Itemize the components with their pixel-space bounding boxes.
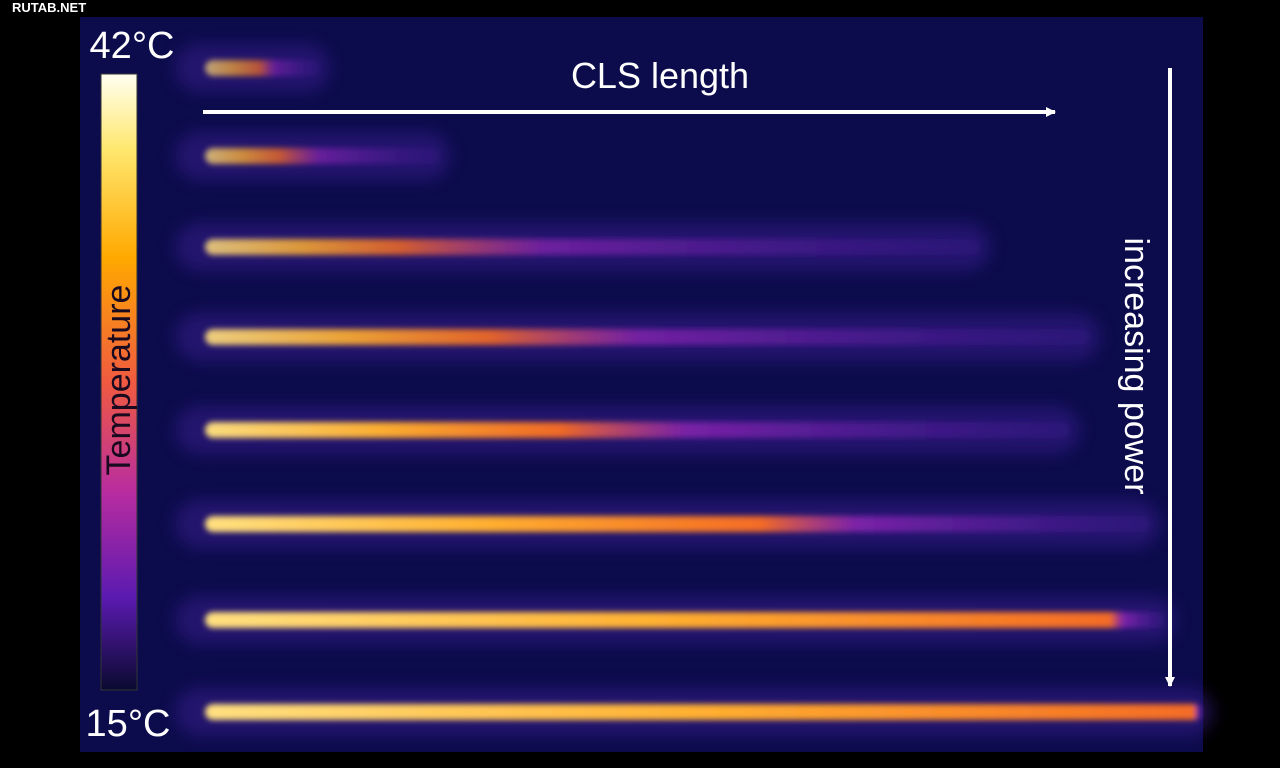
heat-streak bbox=[205, 704, 1203, 720]
colorbar bbox=[100, 73, 138, 691]
heat-streak bbox=[205, 239, 980, 255]
heat-streak bbox=[205, 329, 1090, 345]
heat-streak bbox=[205, 612, 1165, 628]
heat-streak bbox=[205, 422, 1070, 438]
y-arrow-label: increasing power bbox=[1117, 237, 1155, 494]
colorbar-min: 15°C bbox=[86, 703, 171, 745]
colorbar-title: Temperature bbox=[100, 285, 138, 476]
heat-streak bbox=[205, 516, 1150, 532]
heat-streak bbox=[205, 148, 440, 164]
heat-streaks bbox=[175, 44, 1213, 736]
watermark: RUTAB.NET bbox=[12, 0, 86, 15]
x-arrow-label: CLS length bbox=[571, 55, 749, 96]
colorbar-max: 42°C bbox=[90, 25, 175, 67]
heat-streak bbox=[205, 60, 320, 76]
